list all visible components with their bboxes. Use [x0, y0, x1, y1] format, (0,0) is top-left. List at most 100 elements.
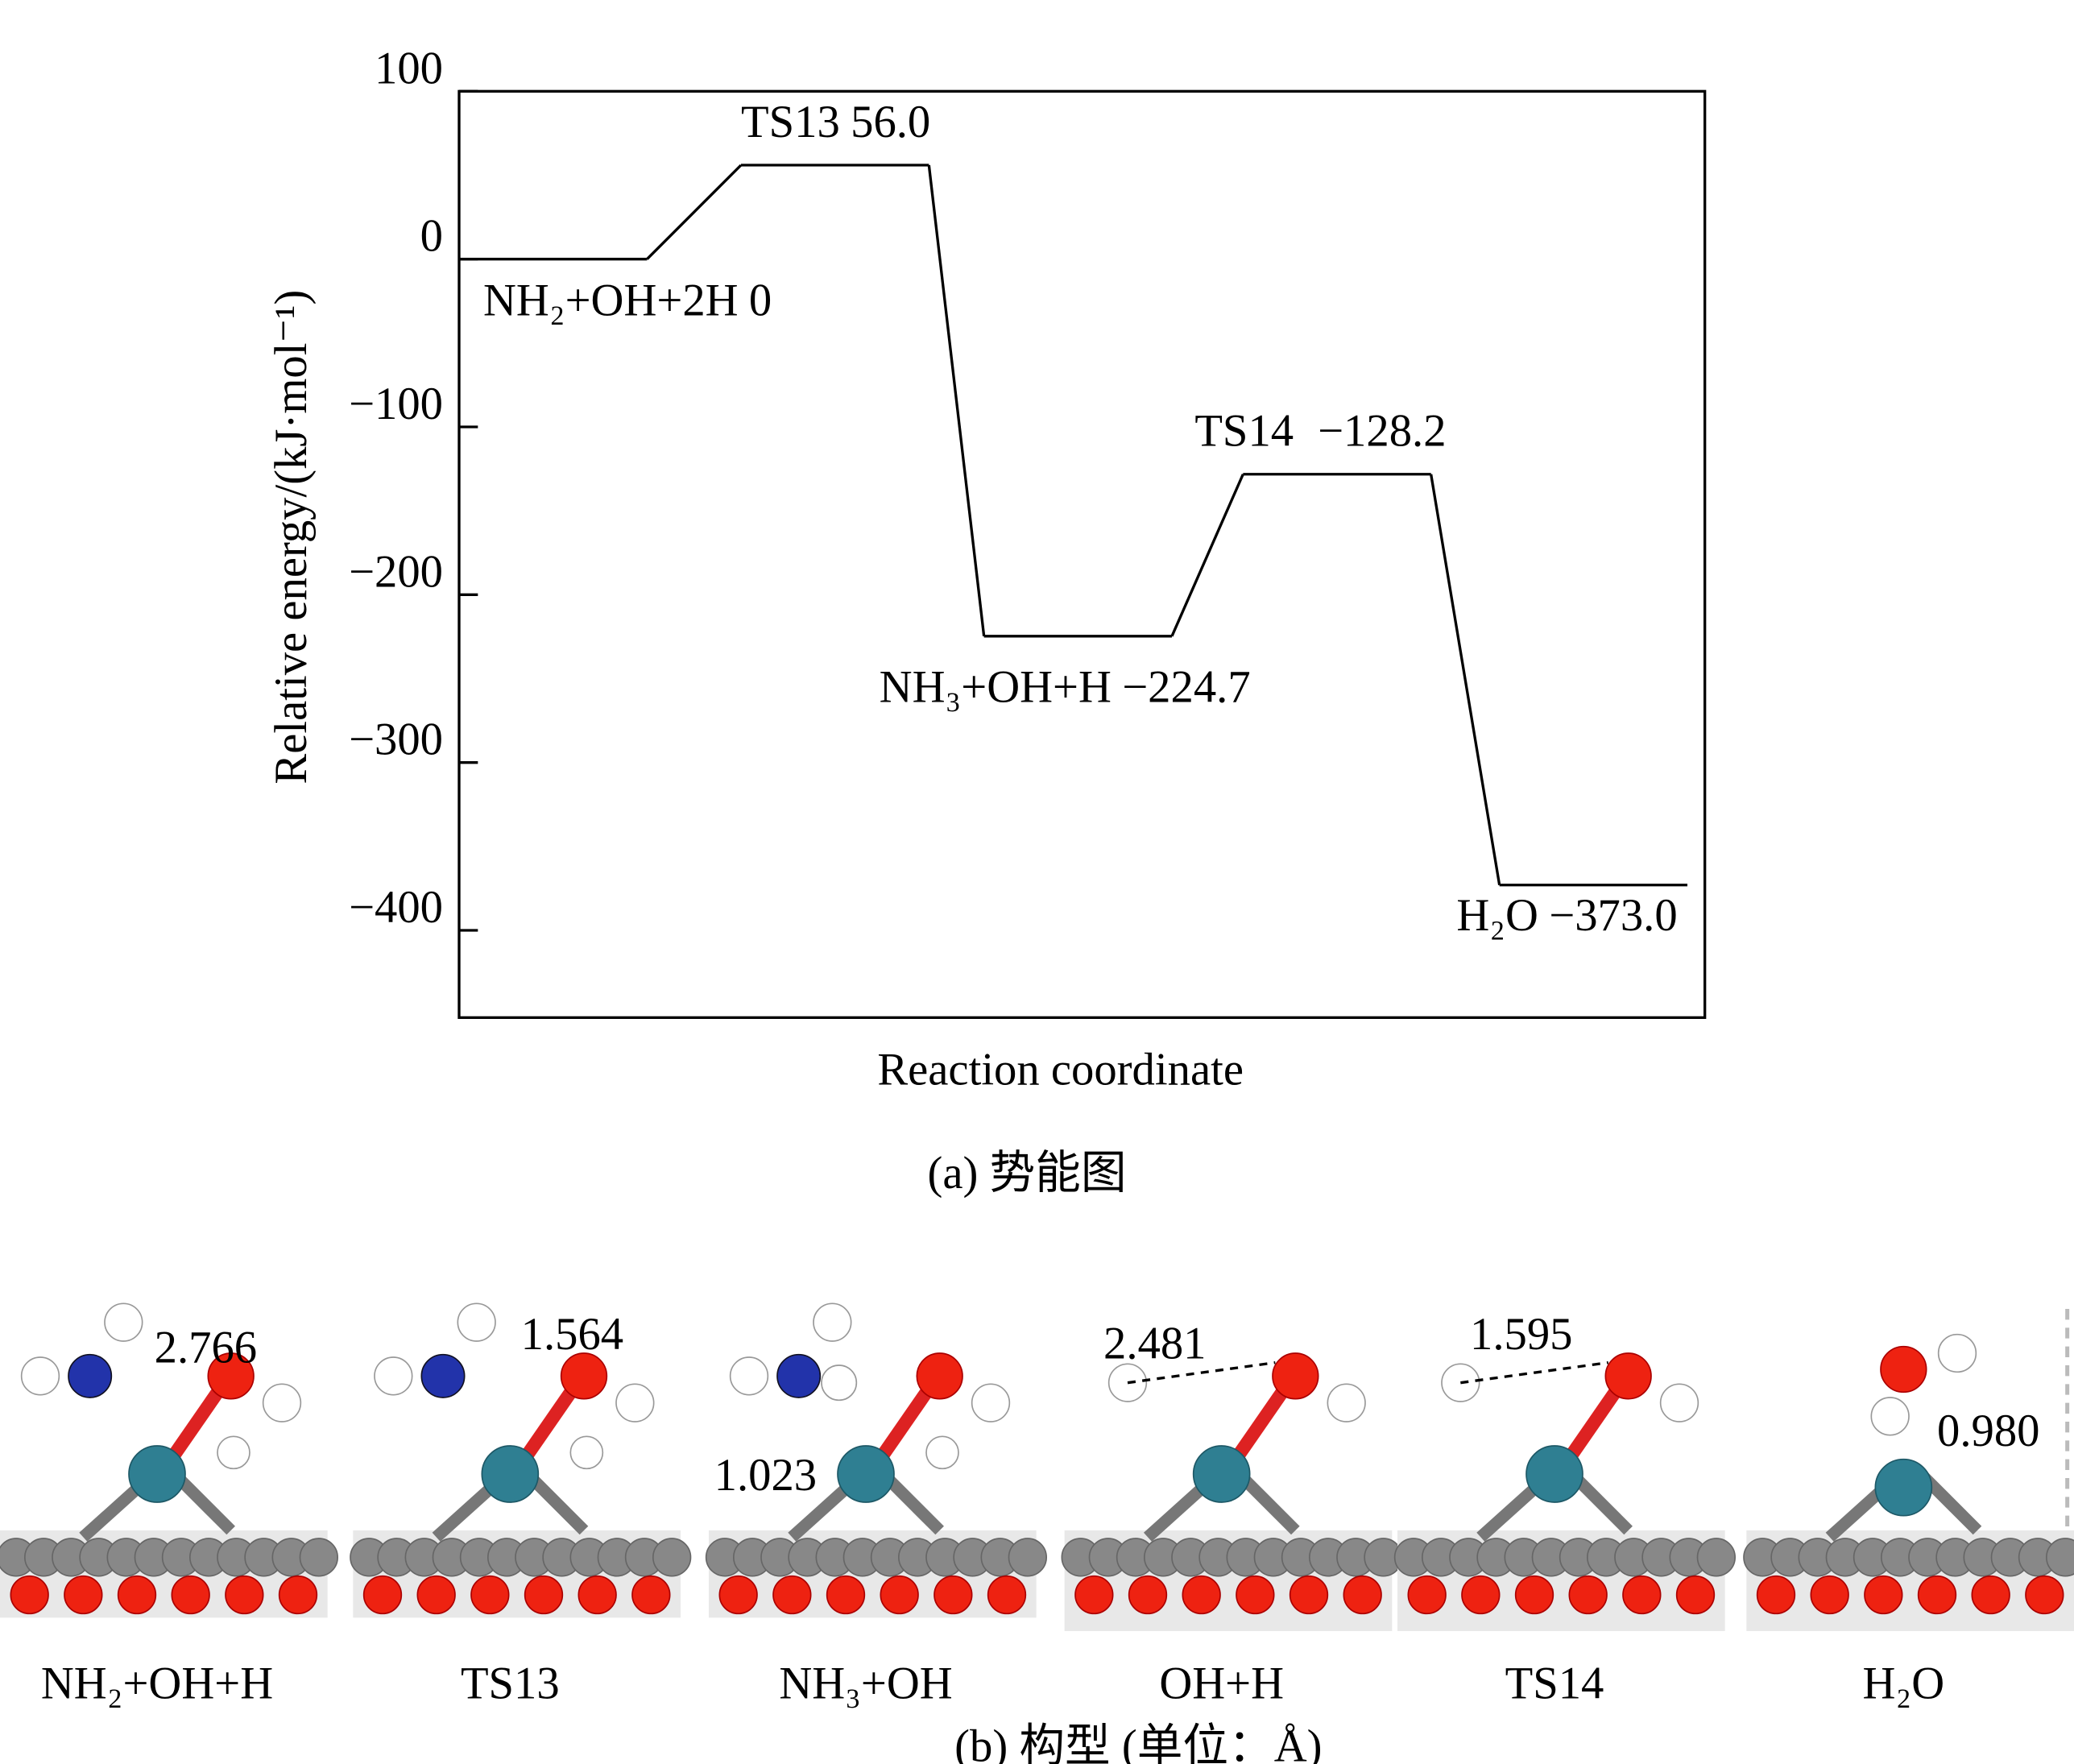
- h-atom: [971, 1383, 1011, 1422]
- oxygen-atom: [10, 1575, 49, 1615]
- o-atom: [916, 1352, 963, 1400]
- oxygen-atom: [1514, 1575, 1554, 1615]
- oxygen-atom: [1236, 1575, 1275, 1615]
- h-atom: [925, 1435, 959, 1470]
- connector: [1430, 474, 1501, 886]
- connector: [1170, 474, 1244, 637]
- bond: [1237, 1472, 1300, 1535]
- distance-label: 2.766: [155, 1323, 257, 1373]
- level-name: TS13: [741, 97, 840, 147]
- pt-atom: [128, 1445, 186, 1503]
- n-atom: [420, 1353, 466, 1398]
- connector: [646, 164, 743, 260]
- oxygen-atom: [362, 1575, 403, 1615]
- h-atom: [821, 1364, 858, 1402]
- panel-caption: (a) 势能图: [927, 1149, 1126, 1199]
- distance-line: [1127, 1361, 1276, 1385]
- oxygen-atom: [1407, 1575, 1447, 1615]
- structure-images: [0, 1302, 2074, 1631]
- distance-label: 0.980: [1937, 1406, 2039, 1456]
- oxygen-atom: [1971, 1575, 2010, 1615]
- level-label: NH₃+OH+H −224.7: [880, 663, 1251, 713]
- distance-line: [1460, 1361, 1608, 1385]
- distance-label: 1.023: [714, 1451, 817, 1501]
- level-value: 56.0: [851, 97, 930, 147]
- oxygen-atom: [524, 1575, 564, 1615]
- oxygen-atom: [1343, 1575, 1382, 1615]
- distance-label: 2.481: [1103, 1319, 1206, 1369]
- carbon-atom: [652, 1538, 692, 1577]
- bond: [172, 1472, 235, 1535]
- panel-caption: (b) 构型 (单位：Å): [954, 1722, 1322, 1764]
- bond: [1570, 1472, 1633, 1535]
- level-label: H₂O −373.0: [1456, 891, 1677, 941]
- distance-label: 1.595: [1470, 1310, 1572, 1360]
- oxygen-atom: [1289, 1575, 1329, 1615]
- h-atom: [20, 1356, 60, 1396]
- n-atom: [68, 1353, 113, 1398]
- h-atom: [1327, 1383, 1366, 1422]
- o-atom: [1272, 1352, 1319, 1400]
- oxygen-atom: [278, 1575, 318, 1615]
- structure-label: H₂O: [1863, 1658, 1945, 1708]
- oxygen-atom: [772, 1575, 812, 1615]
- bond: [881, 1472, 944, 1535]
- level-label: TS13 56.0: [741, 97, 930, 147]
- pt-atom: [1874, 1458, 1933, 1517]
- x-axis-label: Reaction coordinate: [877, 1046, 1244, 1095]
- y-tick-label: −300: [349, 715, 443, 765]
- h-atom: [1659, 1383, 1699, 1422]
- pt-atom: [837, 1445, 895, 1503]
- level-label: TS14 −128.2: [1194, 406, 1446, 456]
- oxygen-atom: [718, 1575, 758, 1615]
- level-name: TS14: [1194, 406, 1294, 456]
- distance-label: 1.564: [521, 1310, 623, 1360]
- oxygen-atom: [1864, 1575, 1903, 1615]
- y-axis-label: Relative energy/(kJ·mol⁻¹): [267, 290, 317, 785]
- carbon-atom: [1696, 1538, 1736, 1577]
- carbon-atom: [299, 1538, 339, 1577]
- n-atom: [776, 1353, 822, 1398]
- oxygen-atom: [64, 1575, 103, 1615]
- oxygen-atom: [1128, 1575, 1168, 1615]
- oxygen-atom: [1756, 1575, 1796, 1615]
- oxygen-atom: [1074, 1575, 1114, 1615]
- o-atom: [560, 1352, 608, 1400]
- level-name: NH₂+OH+2H: [483, 276, 739, 326]
- oxygen-atom: [470, 1575, 510, 1615]
- oxygen-atom: [1622, 1575, 1662, 1615]
- y-tick-label: −200: [349, 547, 443, 597]
- o-atom: [1604, 1352, 1652, 1400]
- oxygen-atom: [1461, 1575, 1501, 1615]
- structure-label: TS13: [461, 1658, 560, 1708]
- oxygen-atom: [117, 1575, 157, 1615]
- bond: [526, 1472, 589, 1535]
- structure-label: NH₃+OH: [779, 1658, 952, 1708]
- oxygen-atom: [1675, 1575, 1716, 1615]
- y-tick-label: 100: [375, 43, 443, 93]
- oxygen-atom: [1810, 1575, 1849, 1615]
- pt-atom: [1525, 1445, 1583, 1503]
- oxygen-atom: [1182, 1575, 1221, 1615]
- h-atom: [615, 1383, 655, 1422]
- y-tick-label: −400: [349, 883, 443, 933]
- carbon-atom: [2046, 1538, 2074, 1577]
- oxygen-atom: [880, 1575, 919, 1615]
- oxygen-atom: [225, 1575, 264, 1615]
- connector: [927, 164, 986, 636]
- oxygen-atom: [1568, 1575, 1608, 1615]
- oxygen-atom: [577, 1575, 617, 1615]
- y-tick-label: 0: [420, 212, 443, 262]
- oxygen-atom: [416, 1575, 456, 1615]
- level-name: NH₃+OH+H: [880, 663, 1112, 713]
- structure-label: TS14: [1505, 1658, 1604, 1708]
- level-value: −224.7: [1122, 663, 1250, 713]
- o-atom: [1880, 1345, 1927, 1393]
- level-name: H₂O: [1456, 891, 1538, 941]
- pt-atom: [1192, 1445, 1251, 1503]
- h-atom: [217, 1435, 250, 1470]
- plot-frame: [457, 89, 1707, 1019]
- h-atom: [1937, 1333, 1977, 1373]
- level-value: −128.2: [1318, 406, 1446, 456]
